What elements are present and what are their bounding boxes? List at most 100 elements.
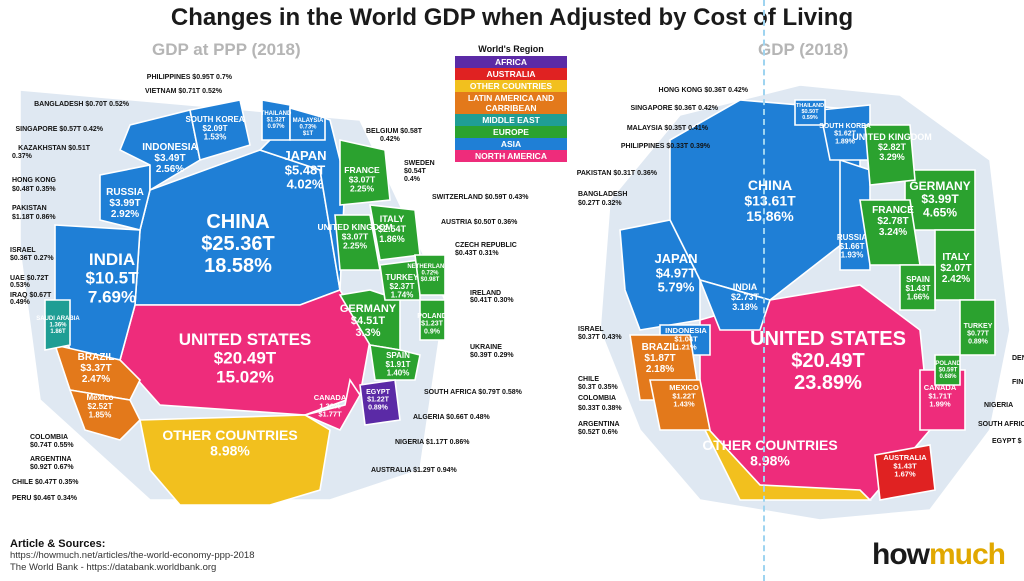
source-link-article[interactable]: https://howmuch.net/articles/the-world-e… [10,550,255,561]
left-callout-0-48t-0-35: $0.48T 0.35% [12,186,56,193]
left-callout-0-4: 0.4% [404,176,421,183]
right-united-kingdom-label: UNITED KINGDOM [852,132,932,142]
right-canada-pct: 1.99% [929,400,951,409]
right-mexico-cell [649,379,711,431]
left-malaysia-pct: $1T [303,131,314,137]
left-callout-ukraine: UKRAINE [470,344,502,351]
left-callout-hong-kong: HONG KONG [12,177,57,184]
left-france-cell [339,139,391,206]
source-link-worldbank[interactable]: The World Bank - https://databank.worldb… [10,562,217,573]
left-china-value: $25.36T [201,233,274,255]
left-poland-pct: 0.9% [424,328,441,335]
right-united-kingdom-cell [864,124,916,186]
right-china-pct: 15.86% [746,208,794,224]
right-japan-pct: 5.79% [658,280,695,295]
right-callout-fin: FIN [1012,379,1023,386]
left-china-pct: 18.58% [204,255,272,277]
right-italy-pct: 2.42% [942,274,970,285]
left-egypt-pct: 0.89% [368,404,389,411]
right-callout-0-27t-0-32: $0.27T 0.32% [578,200,622,207]
left-canada-value: 1.30% [319,401,341,410]
left-thailand-pct: 0.97% [267,124,285,130]
left-other-countries-pct: 8.98% [210,442,250,458]
left-callout-ireland: IRELAND [470,290,501,297]
left-egypt-value: $1.22T [367,397,390,404]
sources-title: Article & Sources: [10,538,106,550]
left-south-korea-value: $2.09T [203,124,228,133]
right-callout-nigeria: NIGERIA [984,402,1013,409]
legend-item-north-america: NORTH AMERICA [455,150,567,162]
left-callout-0-37: 0.37% [12,153,33,160]
right-australia-pct: 1.67% [894,470,916,479]
left-callout-belgium-0-58t: BELGIUM $0.58T [366,128,423,135]
left-united-states-label: UNITED STATES [179,330,312,349]
right-germany-label: GERMANY [909,179,970,193]
left-russia-label: RUSSIA [106,187,144,198]
left-thailand-label: THAILAND [261,111,292,117]
right-callout-colombia: COLOMBIA [578,395,616,402]
left-france-label: FRANCE [344,165,380,175]
left-saudi-arabia-label: SAUDI ARABIA [36,316,80,322]
right-italy-value: $2.07T [940,263,971,274]
left-callout-chile-0-47t-0-35: CHILE $0.47T 0.35% [12,479,79,486]
right-other-countries-cell [699,419,872,501]
left-spain-value: $1.91T [386,360,411,369]
right-china-value: $13.61T [744,192,796,208]
right-australia-label: AUSTRALIA [883,453,927,462]
right-callout-south-africa: SOUTH AFRICA [978,421,1024,428]
left-saudi-arabia-cell [44,299,71,351]
right-mexico-label: MEXICO [669,383,699,392]
right-south-korea-value: $1.62T [834,131,857,138]
right-spain-value: $1.43T [906,284,931,293]
left-callout-algeria-0-66t-0-48: ALGERIA $0.66T 0.48% [413,414,491,421]
right-callout-malaysia-0-35t-0-41: MALAYSIA $0.35T 0.41% [627,125,709,132]
left-mexico-value: $2.52T [88,402,113,411]
right-india-pct: 3.18% [732,302,758,312]
left-russia-value: $3.99T [109,198,140,209]
left-callout-1-18t-0-86: $1.18T 0.86% [12,214,56,221]
left-germany-cell [338,289,401,351]
right-chart-subtitle: GDP (2018) [758,40,849,59]
left-callout-peru-0-46t-0-34: PERU $0.46T 0.34% [12,495,78,502]
legend-item-middle-east: MIDDLE EAST [455,114,567,126]
left-russia-cell [99,164,151,231]
left-united-kingdom-pct: 2.25% [343,241,368,251]
legend-item-australia: AUSTRALIA [455,68,567,80]
left-india-label: INDIA [89,250,135,269]
right-united-states-pct: 23.89% [794,372,862,394]
left-callout-argentina: ARGENTINA [30,456,72,463]
left-indonesia-label: INDONESIA [142,142,198,153]
left-italy-value: $2.54T [378,224,407,234]
left-turkey-label: TURKEY [386,273,420,282]
left-callout-singapore-0-57t-0-42: SINGAPORE $0.57T 0.42% [15,126,103,133]
right-france-value: $2.78T [877,216,908,227]
right-callout-philippines-0-33t-0-39: PHILIPPINES $0.33T 0.39% [621,143,711,150]
right-italy-label: ITALY [942,252,970,263]
left-canada-label: CANADA [314,393,347,402]
left-callout-uae-0-72t: UAE $0.72T [10,275,49,282]
left-india-pct: 7.69% [88,287,136,306]
left-callout-philippines-0-95t-0-7: PHILIPPINES $0.95T 0.7% [147,74,233,81]
right-germany-value: $3.99T [921,192,959,206]
left-thailand-value: $1.32T [267,118,286,124]
left-spain-label: SPAIN [386,351,410,360]
left-china-label: CHINA [206,211,269,233]
legend: World's Region AFRICA AUSTRALIA OTHER COUN… [455,44,567,162]
right-thailand-label: THAILAND [796,103,824,109]
right-mexico-value: $1.22T [672,391,696,400]
right-brazil-label: BRAZIL [642,342,679,353]
right-india-value: $2.73T [731,292,760,302]
left-callout-0-49: 0.49% [10,299,31,306]
left-mexico-pct: 1.85% [89,411,112,420]
right-china-label: CHINA [748,177,792,193]
left-united-kingdom-label: UNITED KINGDOM [317,222,392,232]
left-callout-sweden: SWEDEN [404,160,435,167]
right-indonesia-pct: 1.21% [675,343,697,352]
left-south-korea-label: SOUTH KOREA [185,115,244,124]
right-callout-0-52t-0-6: $0.52T 0.6% [578,429,618,436]
right-callout-chile: CHILE [578,376,599,383]
left-turkey-value: $2.37T [390,282,415,291]
left-callout-0-92t-0-67: $0.92T 0.67% [30,464,74,471]
left-germany-label: GERMANY [340,303,397,315]
legend-item-europe: EUROPE [455,126,567,138]
